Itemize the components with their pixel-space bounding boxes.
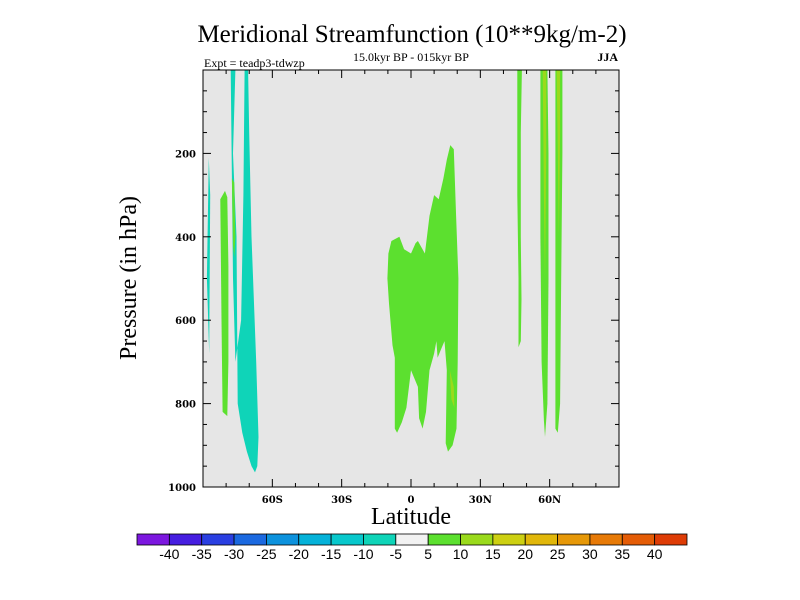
colorbar-labels: -40 -35 -30 -25 -20 -15 -10 -5 5 10 15 20 25 30 35 40 bbox=[159, 546, 662, 562]
colorbar-swatch bbox=[524, 533, 558, 546]
plot-frame bbox=[202, 69, 620, 488]
experiment-label: Expt = teadp3-tdwzp bbox=[204, 56, 305, 70]
colorbar-swatch bbox=[621, 533, 656, 546]
colorbar-label: -5 bbox=[390, 546, 403, 562]
colorbar-label: -35 bbox=[192, 546, 212, 562]
contour-region-eq-cell-yellow bbox=[449, 370, 455, 408]
x-tick-label: 30S bbox=[331, 495, 352, 506]
colorbar-swatch bbox=[201, 533, 235, 546]
contour-regions bbox=[206, 70, 563, 473]
y-axis-label: Pressure (in hPa) bbox=[116, 196, 142, 360]
colorbar-label: -10 bbox=[353, 546, 373, 562]
x-axis-label: Latitude bbox=[371, 504, 451, 530]
contour-region-nh-strip-a bbox=[517, 70, 522, 348]
x-tick-label: 60S bbox=[262, 495, 283, 506]
colorbar-swatch bbox=[460, 533, 494, 546]
contour-region-sh-polar-strip bbox=[206, 157, 211, 354]
colorbar bbox=[136, 533, 688, 546]
colorbar-label: 15 bbox=[485, 546, 501, 562]
y-tick-labels: 200 400 600 800 1000 bbox=[168, 149, 196, 494]
contour-region-sh-cell-a bbox=[230, 70, 259, 473]
contour-region-eq-cell bbox=[387, 145, 459, 452]
x-tick-label: 60N bbox=[538, 495, 561, 506]
colorbar-label: -20 bbox=[289, 546, 309, 562]
chart-subtitle: 15.0kyr BP - 015kyr BP bbox=[353, 50, 469, 64]
y-tick-label: 200 bbox=[175, 149, 196, 160]
x-tick-label: 30N bbox=[469, 495, 492, 506]
colorbar-swatch bbox=[266, 533, 300, 546]
colorbar-label: 40 bbox=[647, 546, 663, 562]
colorbar-label: 35 bbox=[615, 546, 631, 562]
colorbar-swatch bbox=[557, 533, 591, 546]
colorbar-label: -15 bbox=[321, 546, 341, 562]
contour-region-sh-cell-c bbox=[231, 178, 236, 258]
colorbar-swatch bbox=[233, 533, 267, 546]
y-tick-label: 800 bbox=[175, 400, 196, 411]
x-tick-label: 0 bbox=[408, 495, 415, 506]
colorbar-label: -30 bbox=[224, 546, 244, 562]
colorbar-swatch bbox=[330, 533, 364, 546]
colorbar-swatch bbox=[654, 533, 688, 546]
colorbar-label: 10 bbox=[453, 546, 469, 562]
season-label: JJA bbox=[597, 50, 618, 64]
colorbar-swatch bbox=[363, 533, 397, 546]
colorbar-swatch bbox=[427, 533, 461, 546]
colorbar-label: 30 bbox=[582, 546, 598, 562]
colorbar-label: -25 bbox=[256, 546, 276, 562]
colorbar-swatch bbox=[298, 533, 332, 546]
contour-region-sh-cell-b bbox=[220, 190, 229, 417]
contour-region-nh-strip-b-yellow bbox=[542, 70, 547, 279]
chart-title: Meridional Streamfunction (10**9kg/m-2) bbox=[197, 21, 626, 48]
x-tick-labels: 60S 30S 0 30N 60N bbox=[262, 495, 561, 506]
y-tick-label: 600 bbox=[175, 316, 196, 327]
colorbar-label: 20 bbox=[517, 546, 533, 562]
colorbar-swatch bbox=[492, 533, 526, 546]
colorbar-swatch bbox=[136, 533, 170, 546]
contour-region-nh-strip-b bbox=[540, 70, 549, 437]
colorbar-label: 25 bbox=[550, 546, 566, 562]
colorbar-label: -40 bbox=[159, 546, 179, 562]
contour-region-nh-strip-c bbox=[555, 70, 563, 433]
y-tick-label: 400 bbox=[175, 233, 196, 244]
y-tick-label: 1000 bbox=[168, 483, 196, 494]
contour-region-nh-strip-c-yellow bbox=[556, 70, 561, 237]
colorbar-swatch bbox=[168, 533, 203, 546]
colorbar-label: 5 bbox=[424, 546, 432, 562]
colorbar-swatch bbox=[395, 533, 429, 546]
colorbar-swatch bbox=[589, 533, 623, 546]
